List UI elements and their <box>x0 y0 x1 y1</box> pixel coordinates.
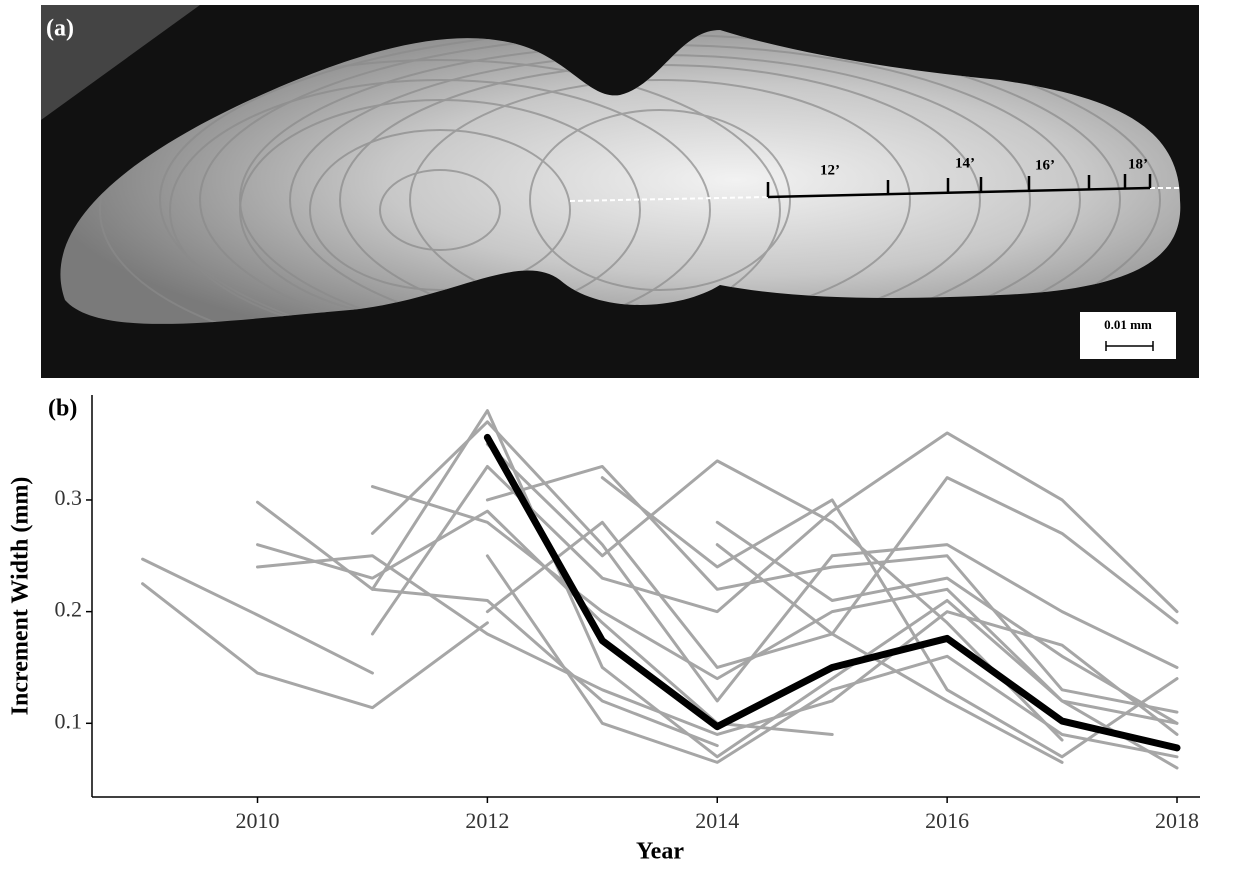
x-tick-label: 2010 <box>236 808 280 833</box>
x-tick-label: 2014 <box>695 808 739 833</box>
panel-label: (b) <box>48 396 77 422</box>
x-tick-label: 2018 <box>1155 808 1199 833</box>
y-axis-title: Increment Width (mm) <box>8 477 34 716</box>
page: {"panel_a": {"label": "(a)", "ring_label… <box>0 0 1233 869</box>
x-tick-label: 2012 <box>465 808 509 833</box>
scale-bar-label: 0.01 mm <box>1104 317 1152 332</box>
y-tick-label: 0.2 <box>55 597 83 622</box>
ring-label: 16’ <box>1035 157 1055 173</box>
series-line <box>143 559 373 673</box>
series-line <box>487 556 1177 763</box>
series-line <box>487 466 1177 712</box>
ring-label: 12’ <box>820 162 840 178</box>
x-tick-label: 2016 <box>925 808 969 833</box>
series-line <box>602 478 1177 757</box>
figure: 12’ 14’ 16’ 18’ 0.01 mm (a) (b) Year Inc… <box>0 0 1233 869</box>
panel-label: (a) <box>46 16 74 42</box>
y-tick-label: 0.1 <box>55 708 83 733</box>
y-tick-label: 0.3 <box>55 485 83 510</box>
ring-label: 14’ <box>955 155 975 171</box>
ring-label: 18’ <box>1128 156 1148 172</box>
plot-area: 0.1 0.2 0.3 2010 2012 2014 2016 2018 <box>55 395 1201 833</box>
x-axis-title: Year <box>636 839 684 865</box>
